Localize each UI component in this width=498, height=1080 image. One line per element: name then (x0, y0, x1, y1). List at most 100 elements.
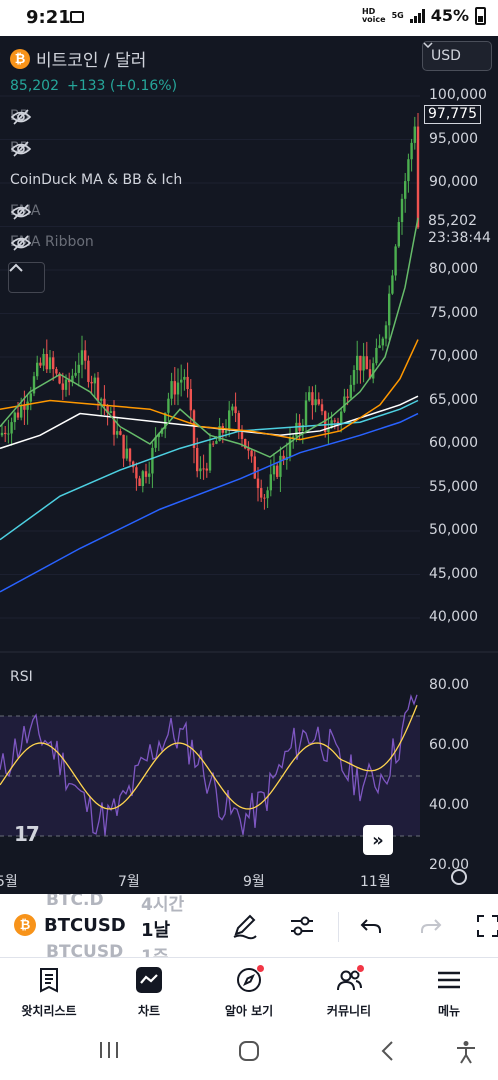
candle-body (343, 396, 346, 412)
redo-icon[interactable] (416, 912, 444, 940)
chart-settings-icon[interactable] (451, 869, 467, 885)
current-price-label: 85,202 23:38:44 (424, 213, 492, 247)
candle-body (23, 405, 26, 410)
indicator-coinduck[interactable]: CoinDuck MA & BB & Ich (10, 172, 182, 188)
symbol-label: BTCUSD (44, 914, 126, 936)
price-change-row: 85,202 +133 (+0.16%) (10, 78, 177, 94)
undo-icon[interactable] (358, 912, 386, 940)
battery-icon (475, 6, 486, 25)
candle-body (84, 350, 87, 361)
chart-icon (136, 967, 162, 993)
eye-off-icon[interactable] (10, 203, 32, 221)
candle-body (272, 465, 276, 475)
indicator-ema-ribbon[interactable]: EMA Ribbon (10, 234, 94, 252)
candle-body (74, 372, 77, 376)
nav-explore[interactable]: 알아 보기 (204, 964, 294, 1019)
chart-toolbar: BTC.D BTCUSD 4시간 1주 ₿ BTCUSD 1날 (0, 894, 498, 958)
symbol-ghost-bottom: BTCUSD (46, 942, 124, 958)
candle-body (170, 381, 173, 399)
candle-body (231, 406, 234, 411)
bitcoin-icon: ₿ (10, 48, 30, 69)
candle-body (29, 393, 32, 402)
battery-percent: 45% (430, 6, 469, 25)
symbol-ghost-top: BTC.D (46, 894, 104, 910)
candle-body (250, 450, 253, 457)
candle-body (180, 379, 183, 383)
candle-body (359, 355, 362, 371)
nav-watchlist[interactable]: 왓치리스트 (4, 966, 94, 1019)
time-tick-label: 7월 (118, 874, 140, 890)
indicator-settings-icon[interactable] (288, 912, 316, 940)
scroll-to-realtime-button[interactable]: » (363, 825, 393, 855)
indicator-ema[interactable]: EMA (10, 203, 41, 221)
notification-dot (256, 964, 265, 973)
candle-body (356, 355, 359, 371)
fullscreen-icon[interactable] (474, 912, 498, 940)
rsi-ma-line (0, 705, 418, 810)
interval-selector[interactable]: 1날 (141, 920, 171, 941)
candle-body (173, 381, 176, 395)
chart-area[interactable]: ₿ 비트코인 / 달러 USD 85,202 +133 (+0.16%) BB … (0, 36, 498, 894)
symbol-selector[interactable]: ₿ BTCUSD (14, 914, 126, 936)
candle-body (138, 478, 141, 487)
candle-body (320, 404, 324, 412)
time-tick-label: 9월 (243, 874, 265, 890)
eye-off-icon[interactable] (10, 140, 32, 158)
candle-body (394, 246, 397, 276)
eye-off-icon[interactable] (10, 234, 32, 252)
candle-body (215, 440, 218, 444)
indicator-label: CoinDuck MA & BB & Ich (10, 172, 183, 188)
indicator-bb-1[interactable]: BB (10, 108, 32, 126)
symbol-header[interactable]: ₿ 비트코인 / 달러 (10, 46, 146, 71)
candle-body (224, 430, 228, 433)
accessibility-icon[interactable] (455, 1040, 477, 1064)
nav-label: 메뉴 (437, 1004, 461, 1018)
candle-body (64, 379, 68, 390)
nav-community[interactable]: 커뮤니티 (304, 964, 394, 1019)
candle-body (58, 373, 61, 384)
price-tick-label: 70,000 (429, 348, 478, 364)
candle-body (167, 398, 170, 413)
bottom-navigation: 왓치리스트 차트 알아 보기 커뮤니티 메뉴 (0, 958, 498, 1026)
rsi-label[interactable]: RSI (10, 669, 33, 685)
candle-body (122, 434, 125, 459)
candle-body (279, 455, 282, 477)
candle-body (282, 455, 285, 461)
eye-off-icon[interactable] (10, 108, 32, 126)
candle-body (16, 412, 20, 418)
back-icon[interactable] (380, 1040, 394, 1062)
ma-cyan-line (0, 399, 419, 541)
rsi-line (0, 694, 418, 836)
candle-body (4, 432, 7, 435)
home-icon[interactable] (238, 1040, 260, 1062)
network-type: 5G (391, 10, 404, 20)
interval-ghost-bottom: 1주 (141, 947, 169, 958)
indicator-label: EMA Ribbon (10, 234, 94, 250)
candle-body (205, 468, 208, 471)
chart-canvas[interactable] (0, 36, 498, 894)
notification-dot (356, 964, 365, 973)
nav-menu[interactable]: 메뉴 (404, 966, 494, 1019)
currency-button[interactable]: USD (422, 41, 492, 71)
drawing-pen-icon[interactable] (230, 912, 258, 940)
nav-chart[interactable]: 차트 (104, 966, 194, 1019)
candle-body (77, 364, 80, 373)
gallery-icon (70, 11, 84, 23)
candle-body (340, 411, 343, 424)
candle-body (20, 405, 23, 418)
indicator-bb-2[interactable]: BB (10, 140, 32, 158)
price-tick-label: 95,000 (429, 130, 478, 147)
system-navigation-bar (0, 1026, 498, 1080)
collapse-indicators-button[interactable] (8, 262, 45, 293)
chevron-up-icon (9, 263, 23, 272)
current-price-value: 85,202 (428, 213, 477, 229)
candle-body (52, 357, 55, 370)
candle-body (125, 448, 128, 459)
recent-apps-icon[interactable] (98, 1040, 120, 1060)
high-price-label: 97,775 (424, 105, 481, 124)
candle-body (119, 431, 122, 435)
symbol-title: 비트코인 / 달러 (36, 51, 147, 71)
candle-body (407, 159, 410, 182)
candle-body (164, 412, 167, 429)
time-tick-label: 5월 (0, 874, 18, 890)
